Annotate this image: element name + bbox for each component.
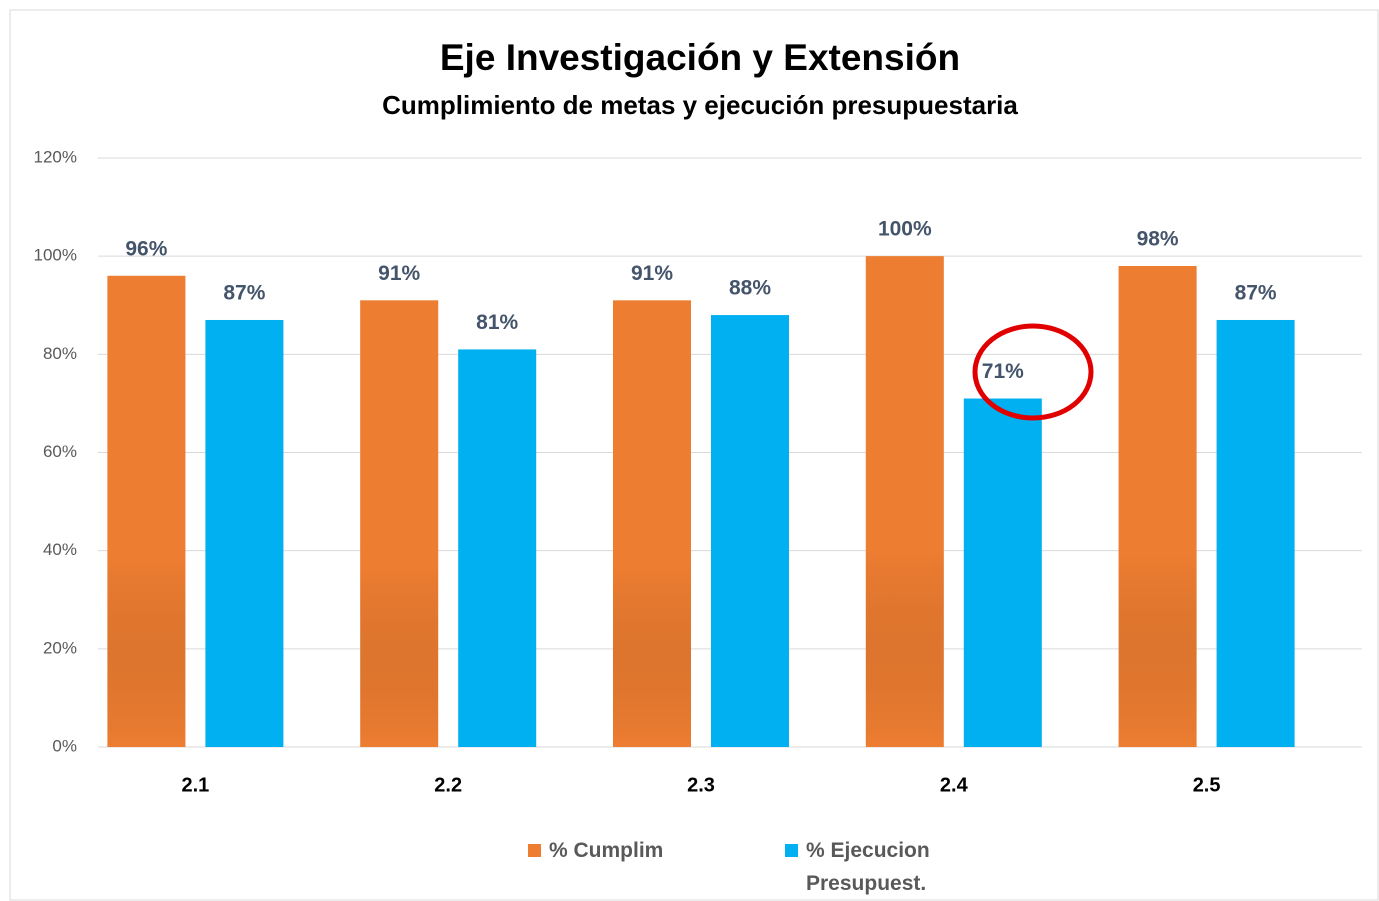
- bar-gradient: [1118, 265, 1197, 747]
- y-tick-label: 100%: [34, 246, 77, 265]
- data-label: 91%: [378, 262, 420, 285]
- y-tick-label: 20%: [43, 638, 77, 657]
- data-label: 100%: [878, 218, 932, 241]
- legend-item: % Ejecucion Presupuest.: [785, 838, 956, 900]
- x-tick-label: 2.4: [940, 774, 969, 796]
- highlight-circle: [972, 323, 1094, 421]
- data-label: 87%: [223, 282, 265, 305]
- y-tick-label: 60%: [43, 442, 77, 461]
- y-tick-label: 0%: [52, 736, 77, 755]
- bar: [963, 398, 1042, 747]
- x-tick-label: 2.5: [1193, 774, 1221, 796]
- y-tick-label: 40%: [43, 540, 77, 559]
- bar-gradient: [107, 275, 186, 747]
- legend-label: % Cumplim: [549, 839, 664, 862]
- legend-item: % Cumplim: [528, 838, 699, 867]
- bar: [458, 349, 537, 747]
- chart-title: Eje Investigación y Extensión: [440, 37, 960, 78]
- data-label: 71%: [982, 360, 1024, 383]
- y-tick-label: 120%: [34, 147, 77, 166]
- bar-gradient: [613, 300, 691, 747]
- bar: [711, 315, 789, 747]
- data-label: 81%: [476, 311, 518, 334]
- data-label: 87%: [1235, 282, 1277, 305]
- x-tick-label: 2.1: [181, 774, 209, 796]
- legend-swatch: [785, 844, 798, 857]
- y-tick-label: 80%: [43, 344, 77, 363]
- data-label: 96%: [125, 237, 167, 260]
- data-label: 91%: [631, 262, 673, 285]
- data-label: 88%: [729, 277, 771, 300]
- legend-swatch: [528, 844, 541, 857]
- x-tick-label: 2.3: [687, 774, 715, 796]
- data-label: 98%: [1137, 228, 1179, 251]
- bar: [1216, 319, 1295, 747]
- x-tick-label: 2.2: [434, 774, 462, 796]
- bar: [205, 319, 284, 747]
- bar-gradient: [865, 256, 944, 747]
- legend-label: % Ejecucion Presupuest.: [806, 839, 930, 895]
- bar-gradient: [360, 300, 439, 747]
- chart-subtitle: Cumplimiento de metas y ejecución presup…: [382, 90, 1018, 120]
- plot: 0% 20% 40% 60% 80% 100% 120% 2.1 96% 87% 2.2 91% 81%…: [34, 147, 1362, 796]
